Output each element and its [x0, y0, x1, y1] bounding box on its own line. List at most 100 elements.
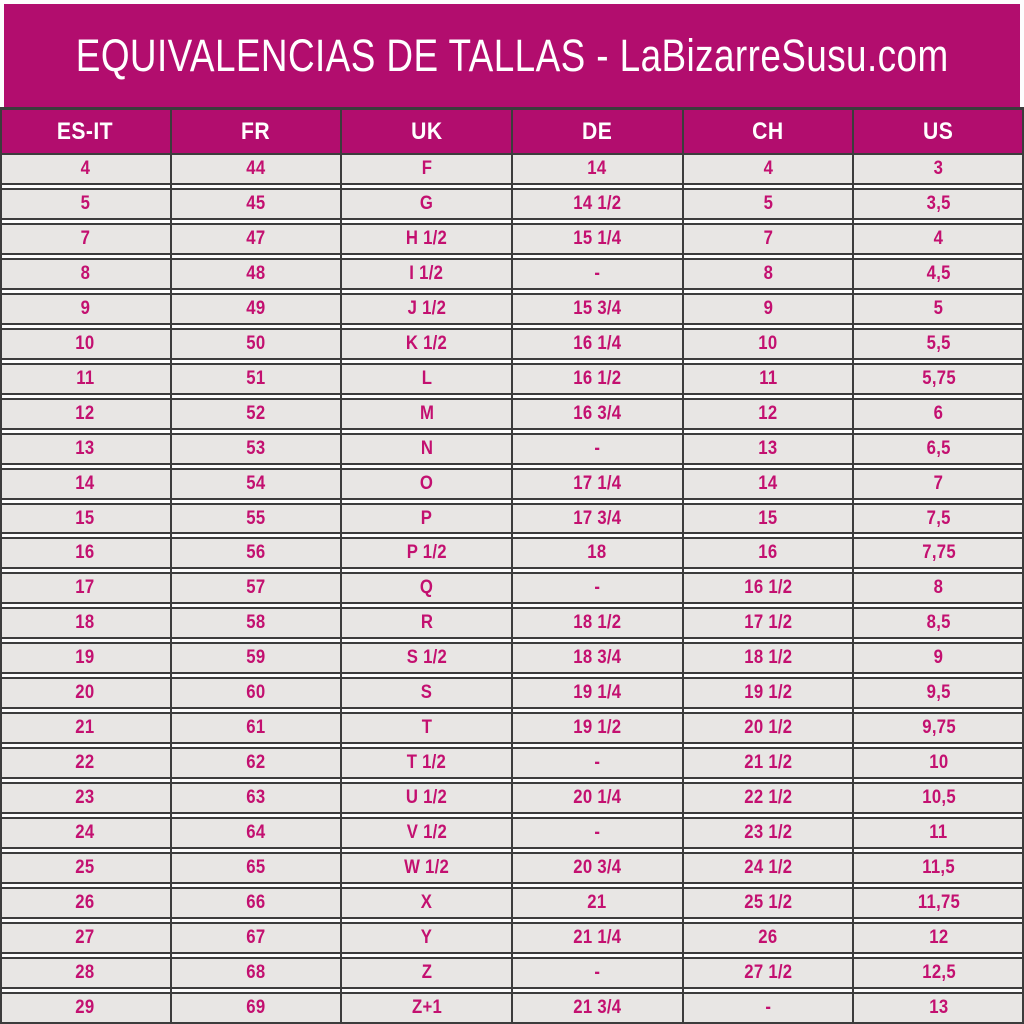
table-cell: 8: [0, 260, 171, 288]
cell-value: 18 1/2: [743, 647, 793, 669]
table-row: 15 55 P 17 3/4 15 7,5: [0, 502, 1024, 535]
cell-value: 66: [246, 891, 266, 913]
cell-value: 20 1/2: [743, 717, 793, 739]
table-cell: 6,5: [853, 435, 1024, 463]
table-cell: 65: [171, 854, 342, 882]
table-cell: 21 1/2: [683, 749, 854, 777]
table-row: 18 58 R 18 1/2 17 1/2 8,5: [0, 607, 1024, 640]
table-cell: 16 3/4: [512, 400, 683, 428]
table-cell: 8,5: [853, 609, 1024, 637]
cell-value: 25 1/2: [743, 891, 793, 913]
cell-value: 13: [929, 996, 949, 1018]
table-row: 29 69 Z+1 21 3/4 - 13: [0, 991, 1024, 1024]
table-cell: 3,5: [853, 190, 1024, 218]
cell-value: 25: [75, 857, 95, 879]
cell-value: 15 3/4: [573, 297, 622, 319]
cell-value: 21: [75, 717, 95, 739]
cell-value: P 1/2: [406, 542, 447, 564]
table-row: 22 62 T 1/2 - 21 1/2 10: [0, 747, 1024, 780]
table-row: 5 45 G 14 1/2 5 3,5: [0, 187, 1024, 220]
table-cell: 7: [0, 225, 171, 253]
table-cell: 18 1/2: [512, 609, 683, 637]
table-cell: 64: [171, 819, 342, 847]
table-row: 28 68 Z - 27 1/2 12,5: [0, 956, 1024, 989]
table-row: 25 65 W 1/2 20 3/4 24 1/2 11,5: [0, 852, 1024, 885]
table-cell: 51: [171, 365, 342, 393]
cell-value: 60: [246, 682, 266, 704]
cell-value: 23 1/2: [743, 822, 793, 844]
table-cell: 5: [683, 190, 854, 218]
table-cell: 12: [0, 400, 171, 428]
cell-value: 16 3/4: [573, 402, 622, 424]
table-cell: 57: [171, 574, 342, 602]
cell-value: 16: [758, 542, 778, 564]
cell-value: S 1/2: [406, 647, 447, 669]
cell-value: 44: [246, 157, 266, 179]
cell-value: 11,75: [917, 891, 960, 913]
table-cell: 21: [0, 714, 171, 742]
cell-value: 29: [75, 996, 95, 1018]
column-header-us: US: [853, 110, 1024, 153]
cell-value: Y: [420, 926, 433, 948]
table-cell: 25 1/2: [683, 889, 854, 917]
cell-value: V 1/2: [406, 822, 447, 844]
table-cell: 12: [683, 400, 854, 428]
table-row: 27 67 Y 21 1/4 26 12: [0, 921, 1024, 954]
table-cell: -: [512, 435, 683, 463]
cell-value: Z: [421, 961, 432, 983]
table-row: 8 48 I 1/2 - 8 4,5: [0, 257, 1024, 290]
cell-value: 11: [76, 367, 95, 389]
cell-value: 19: [75, 647, 95, 669]
cell-value: 53: [246, 437, 266, 459]
cell-value: P: [420, 507, 433, 529]
cell-value: 8,5: [926, 612, 951, 634]
cell-value: S: [420, 682, 433, 704]
cell-value: 52: [246, 402, 266, 424]
table-row: 16 56 P 1/2 18 16 7,75: [0, 537, 1024, 570]
cell-value: 17: [75, 577, 95, 599]
table-cell: 14: [512, 155, 683, 183]
table-cell: 16 1/4: [512, 330, 683, 358]
table-cell: 10: [853, 749, 1024, 777]
cell-value: 16: [75, 542, 95, 564]
table-cell: 20 1/4: [512, 784, 683, 812]
table-cell: 10: [683, 330, 854, 358]
table-cell: 58: [171, 609, 342, 637]
cell-value: 14: [587, 157, 607, 179]
table-row: 7 47 H 1/2 15 1/4 7 4: [0, 222, 1024, 255]
table-row: 21 61 T 19 1/2 20 1/2 9,75: [0, 712, 1024, 745]
cell-value: F: [421, 157, 432, 179]
table-cell: 13: [853, 994, 1024, 1022]
cell-value: I 1/2: [409, 262, 444, 284]
table-cell: 22: [0, 749, 171, 777]
cell-value: 54: [246, 472, 266, 494]
size-table: ES-IT FR UK DE CH US 4 44 F 14 4 3 5 45 G 14 1/2 5 3,5 7 4…: [0, 110, 1024, 1024]
table-row: 24 64 V 1/2 - 23 1/2 11: [0, 817, 1024, 850]
table-cell: 15: [683, 505, 854, 533]
cell-value: 20: [75, 682, 95, 704]
table-cell: 21 3/4: [512, 994, 683, 1022]
cell-value: 57: [246, 577, 266, 599]
table-header-row: ES-IT FR UK DE CH US: [0, 110, 1024, 153]
table-cell: 68: [171, 959, 342, 987]
cell-value: 5: [933, 297, 944, 319]
cell-value: 9,5: [926, 682, 951, 704]
cell-value: -: [594, 577, 601, 599]
table-cell: 11: [853, 819, 1024, 847]
cell-value: M: [419, 402, 434, 424]
table-cell: 23 1/2: [683, 819, 854, 847]
table-cell: W 1/2: [341, 854, 512, 882]
cell-value: 19 1/2: [743, 682, 793, 704]
column-header-fr: FR: [171, 110, 342, 153]
table-cell: -: [512, 260, 683, 288]
cell-value: 12: [929, 926, 949, 948]
column-header-label: FR: [241, 117, 271, 145]
cell-value: 20 3/4: [573, 857, 622, 879]
column-header-label: US: [923, 117, 954, 145]
table-cell: 9: [0, 295, 171, 323]
cell-value: G: [420, 192, 434, 214]
cell-value: 15 1/4: [573, 227, 622, 249]
cell-value: R: [420, 612, 433, 634]
cell-value: U 1/2: [406, 787, 448, 809]
cell-value: Z+1: [411, 996, 442, 1018]
